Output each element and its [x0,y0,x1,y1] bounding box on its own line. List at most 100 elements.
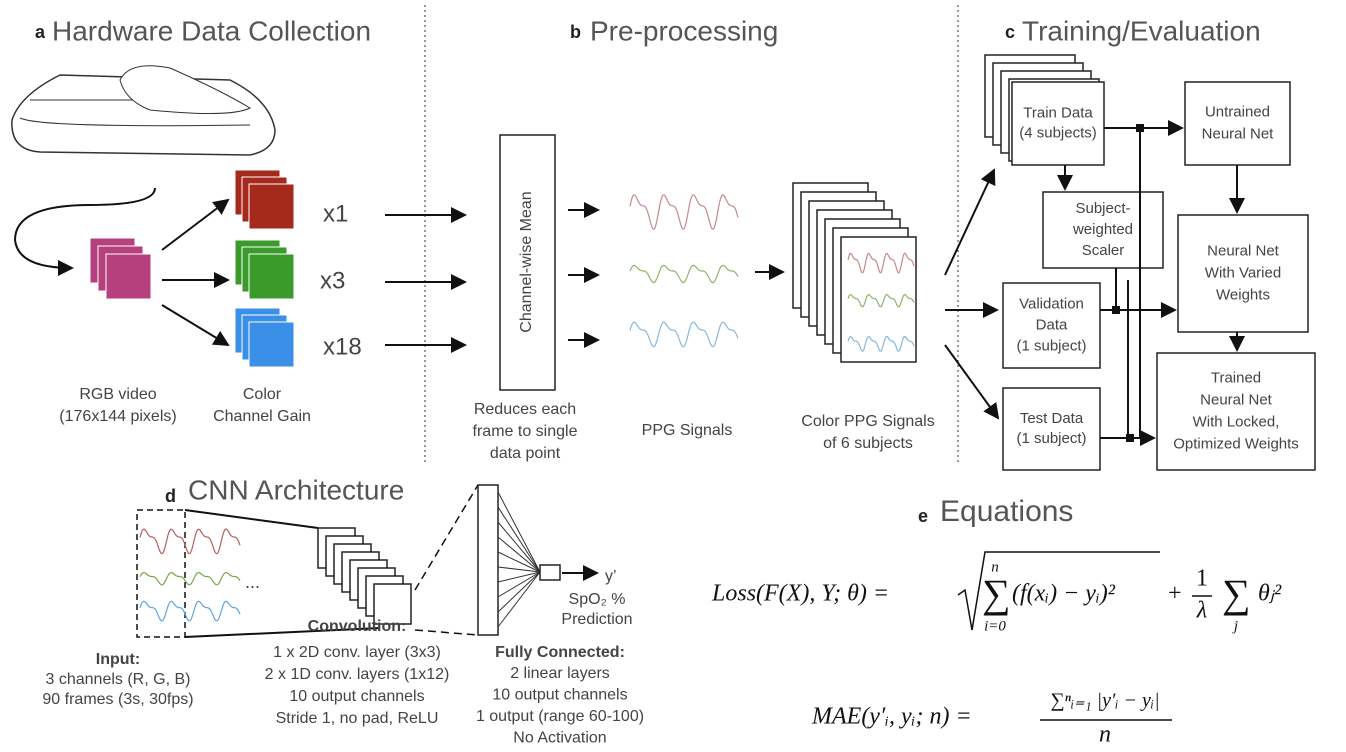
label: 1 x 2D conv. layer (3x3) [273,644,441,661]
arrow [162,200,228,250]
equation: ∑ⁿᵢ₌₁ |y′ᵢ − yᵢ| [1050,690,1159,712]
box [1185,82,1290,165]
arrow [945,345,998,418]
equation: MAE(y′ᵢ, yᵢ; n) = [811,704,972,730]
heading: Convolution: [308,618,407,635]
equation: λ [1196,598,1207,624]
label: Trained [1211,369,1261,386]
fc-link [498,492,540,572]
fc-link [498,572,540,612]
output-node [540,565,560,580]
mean-label: Channel-wise Mean [518,191,535,332]
figure: a Hardware Data Collection x1 x3 x18 RGB… [0,0,1346,747]
label: (4 subjects) [1019,124,1097,141]
signal [140,573,240,585]
signal [140,529,240,554]
caption: Color [243,386,282,403]
panel-letter: b [570,22,581,42]
caption: of 6 subjects [823,435,913,452]
panel-title: Training/Evaluation [1022,15,1261,46]
fc-link [498,572,540,597]
label: Data [1036,316,1068,333]
fc-link [498,522,540,572]
label: 90 frames (3s, 30fps) [42,691,193,708]
label: Optimized Weights [1173,435,1299,452]
label: Stride 1, no pad, ReLU [276,710,439,727]
dash [415,630,478,635]
label: 10 output channels [492,687,627,704]
caption: PPG Signals [642,422,733,439]
gain: x18 [323,333,362,360]
panel-title: Hardware Data Collection [52,15,371,46]
panel-letter: c [1005,22,1015,42]
caption: frame to single [473,423,578,440]
label: Validation [1019,295,1084,312]
caption: Color PPG Signals [801,413,934,430]
panel-letter: a [35,22,46,42]
dash [415,485,478,590]
signal [630,265,738,282]
heading: Fully Connected: [495,644,625,661]
caption: data point [490,445,561,462]
connector [185,510,318,528]
panel-title: CNN Architecture [188,474,404,505]
signal [140,601,240,621]
output-label: y’ [605,568,617,585]
frame [249,322,294,367]
label: Scaler [1082,242,1125,259]
arrow [162,305,228,345]
label: 2 linear layers [510,665,610,682]
panel-letter: e [918,506,928,526]
caption: Prediction [561,611,632,628]
label: (1 subject) [1016,430,1086,447]
caption: RGB video [79,386,156,403]
equation: 1 [1196,566,1208,592]
label: Train Data [1023,104,1093,121]
equation: n [1099,722,1111,748]
caption: (176x144 pixels) [59,408,176,425]
equation: j [1232,618,1238,634]
label: Untrained [1205,103,1270,120]
fc-layer [478,485,498,635]
equation: θⱼ² [1258,581,1282,607]
equation: (f(xᵢ) − yᵢ)² [1012,581,1116,607]
panel-title: Pre-processing [590,15,778,46]
caption: SpO₂ % [569,591,626,608]
equation: ∑ [982,571,1011,616]
label: weighted [1072,221,1133,238]
panel-letter: d [165,486,176,506]
page: a Hardware Data Collection x1 x3 x18 RGB… [0,0,1346,752]
ellipsis: ... [245,572,260,592]
label: 1 output (range 60-100) [476,708,644,725]
label: Neural Net [1202,125,1275,142]
label: Test Data [1020,410,1084,427]
label: With Locked, [1193,413,1280,430]
panel-title: Equations [940,495,1073,528]
junction [1136,124,1144,132]
equation: Loss(F(X), Y; θ) = [711,581,889,607]
caption: Reduces each [474,401,576,418]
equation: n [991,559,999,575]
arrow [945,170,994,275]
gain: x3 [320,267,345,294]
label: (1 subject) [1016,337,1086,354]
signal [630,195,738,229]
signal [630,322,738,347]
label: No Activation [513,730,606,747]
equation: + [1168,581,1182,607]
junction [1126,434,1134,442]
gain: x1 [323,200,348,227]
frame [249,254,294,299]
heading: Input: [96,651,140,668]
label: Neural Net [1207,242,1280,259]
frame [249,184,294,229]
label: Weights [1216,286,1270,303]
label: Neural Net [1200,391,1273,408]
equation: i=0 [984,618,1006,634]
junction [1112,306,1120,314]
label: 10 output channels [289,688,424,705]
label: 2 x 1D conv. layers (1x12) [265,666,450,683]
label: With Varied [1205,264,1281,281]
label: Subject- [1075,200,1130,217]
label: 3 channels (R, G, B) [46,671,191,688]
